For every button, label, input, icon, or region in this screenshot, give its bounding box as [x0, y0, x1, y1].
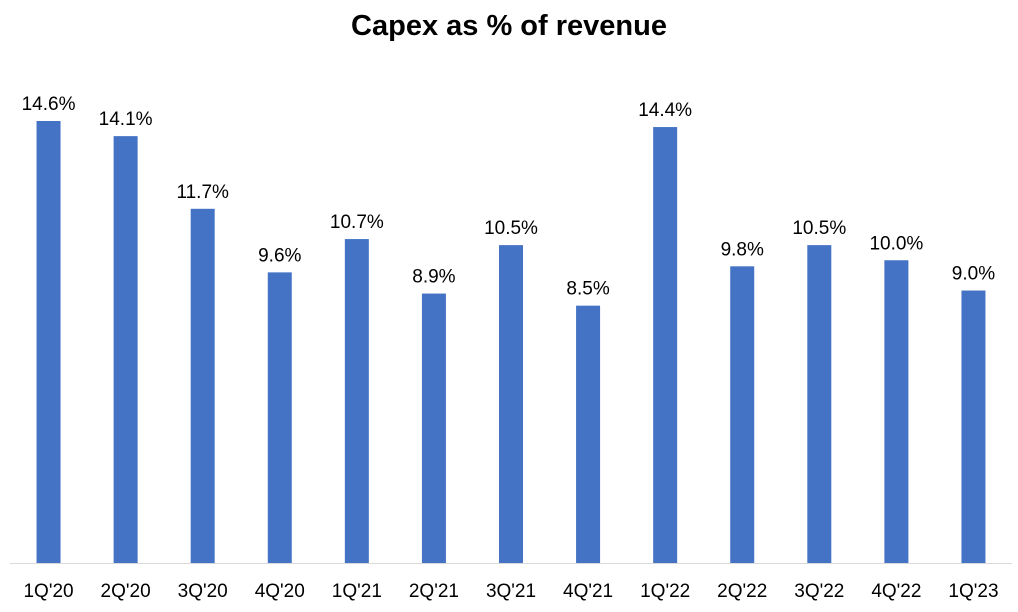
- x-tick-label: 4Q'22: [871, 581, 921, 602]
- x-tick-label: 1Q'22: [640, 581, 690, 602]
- bar-value-label: 11.7%: [176, 182, 229, 203]
- x-tick-label: 2Q'22: [717, 581, 767, 602]
- bar: [36, 121, 61, 563]
- bar-value-label: 10.0%: [869, 233, 923, 254]
- x-tick-label: 2Q'21: [409, 581, 459, 602]
- bar: [730, 266, 755, 563]
- bar-value-label: 10.5%: [792, 218, 846, 239]
- x-tick-label: 1Q'20: [23, 581, 73, 602]
- bar-value-label: 9.6%: [258, 245, 301, 266]
- chart-title: Capex as % of revenue: [351, 10, 667, 42]
- bar: [421, 293, 446, 563]
- x-tick-label: 4Q'21: [563, 581, 613, 602]
- bar: [499, 245, 523, 563]
- bar: [190, 208, 215, 563]
- bar-value-label: 14.6%: [22, 94, 76, 115]
- bar-value-label: 14.1%: [99, 109, 153, 130]
- bar-value-label: 8.5%: [566, 279, 609, 300]
- bar: [113, 136, 138, 563]
- bar: [267, 272, 292, 563]
- x-tick-label: 4Q'20: [255, 581, 305, 602]
- bar: [807, 245, 832, 563]
- x-tick-label: 2Q'20: [101, 581, 151, 602]
- bar-value-label: 8.9%: [412, 267, 455, 288]
- x-tick-label: 3Q'20: [178, 581, 228, 602]
- value-labels-layer: 14.6% 14.1% 11.7% 9.6% 10.7% 8.9% 10.5% 8.5% 14.…: [22, 94, 996, 300]
- x-tick-label: 1Q'21: [332, 581, 382, 602]
- bar-value-label: 9.8%: [721, 239, 764, 260]
- bar: [576, 305, 601, 563]
- bar: [344, 239, 369, 564]
- bar: [884, 260, 909, 563]
- x-tick-label: 3Q'21: [486, 581, 536, 602]
- tick-labels-layer: 1Q'20 2Q'20 3Q'20 4Q'20 1Q'21 2Q'21 3Q'21 4Q'21…: [23, 581, 998, 602]
- bar-value-label: 10.5%: [484, 218, 538, 239]
- bar-value-label: 10.7%: [330, 212, 384, 233]
- bar-value-label: 9.0%: [952, 264, 995, 285]
- x-tick-label: 3Q'22: [794, 581, 844, 602]
- bar: [653, 127, 678, 563]
- x-tick-label: 1Q'23: [948, 581, 998, 602]
- bar: [961, 290, 986, 563]
- bars-layer: [36, 121, 986, 564]
- bar-value-label: 14.4%: [638, 100, 692, 121]
